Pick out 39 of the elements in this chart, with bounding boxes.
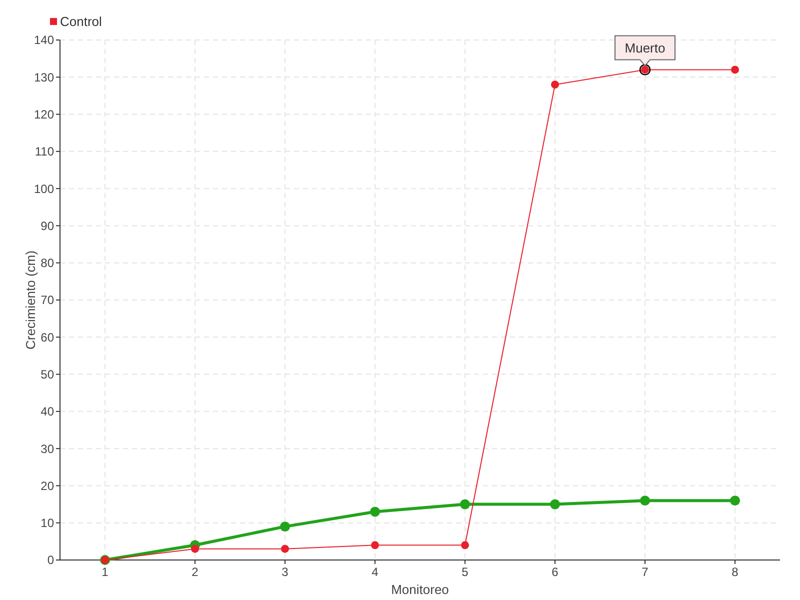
x-tick-label: 3: [282, 565, 289, 579]
y-tick-label: 40: [40, 404, 54, 419]
point: [460, 499, 470, 510]
point: [461, 541, 469, 550]
x-tick-label: 8: [732, 565, 739, 579]
y-tick-label: 130: [34, 70, 54, 84]
point: [731, 66, 739, 74]
point: [551, 80, 559, 89]
y-tick-label: 70: [40, 293, 54, 308]
y-tick-label: 110: [34, 144, 54, 159]
y-tick-label: 140: [34, 33, 54, 48]
x-tick-label: 4: [372, 565, 379, 579]
y-tick-label: 60: [40, 330, 54, 344]
point: [550, 499, 560, 510]
x-tick-label: 5: [462, 565, 469, 579]
x-tick-label: 7: [642, 565, 649, 579]
y-axis-title: Crecimiento (cm): [23, 250, 38, 350]
point: [281, 544, 289, 553]
point: [191, 544, 199, 553]
y-tick-label: 80: [40, 256, 54, 270]
y-tick-label: 10: [40, 516, 54, 530]
point: [371, 541, 379, 550]
y-tick-label: 30: [40, 442, 54, 456]
point: [370, 506, 380, 517]
point: [730, 496, 740, 506]
x-tick-label: 2: [192, 565, 199, 579]
x-axis-title: Monitoreo: [391, 582, 449, 597]
y-tick-label: 50: [40, 367, 54, 382]
x-tick-label: 6: [552, 565, 559, 579]
y-tick-label: 120: [34, 107, 54, 122]
point: [640, 496, 650, 506]
annotation: Muerto: [624, 40, 666, 56]
legend-label: Control: [60, 14, 102, 29]
y-tick-label: 20: [40, 478, 54, 493]
y-tick-label: 0: [47, 553, 54, 568]
y-tick-label: 90: [40, 218, 54, 233]
y-tick-label: 100: [34, 182, 54, 196]
x-tick-label: 1: [102, 565, 109, 579]
point: [280, 522, 290, 532]
